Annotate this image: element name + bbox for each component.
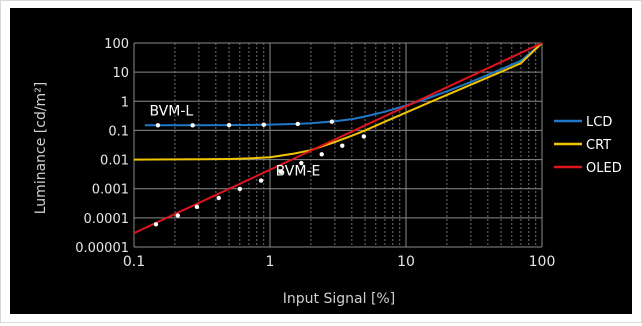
data-point — [258, 178, 264, 183]
legend-label: CRT — [586, 138, 611, 153]
data-point — [153, 222, 159, 227]
x-tick-label: 10 — [397, 254, 415, 270]
annotation-label: BVM-L — [149, 103, 193, 119]
data-point — [329, 119, 335, 124]
x-tick-label: 1 — [266, 254, 275, 270]
legend-label: LCD — [586, 115, 612, 130]
y-tick-label: 10 — [112, 66, 129, 81]
data-point — [319, 152, 324, 157]
x-axis-label: Input Signal [%] — [283, 291, 395, 307]
y-tick-label: 0.01 — [100, 154, 129, 169]
y-tick-label: 0.1 — [108, 124, 129, 139]
data-point — [278, 169, 283, 175]
chart-background — [10, 8, 632, 314]
y-axis-tick-labels: 0.00001 0.0001 0.001 0.01 0.1 1 10 100 — [75, 37, 129, 256]
y-tick-label: 1 — [121, 95, 129, 110]
data-point — [175, 213, 181, 218]
data-point — [194, 204, 200, 209]
data-point — [237, 186, 243, 192]
y-tick-label: 100 — [104, 37, 129, 52]
data-markers — [153, 119, 367, 227]
data-point — [361, 134, 367, 139]
minor-gridlines — [174, 43, 537, 247]
x-tick-label: 0.1 — [123, 254, 145, 270]
data-point — [261, 122, 266, 127]
data-point — [216, 195, 221, 201]
data-point — [295, 121, 300, 127]
y-axis-label: Luminance [cd/m²] — [33, 82, 49, 215]
data-point — [190, 123, 195, 128]
legend: LCD CRT OLED — [554, 115, 622, 176]
y-tick-label: 0.00001 — [75, 241, 129, 256]
series-line-oled — [133, 42, 543, 235]
y-tick-label: 0.001 — [92, 183, 129, 198]
major-gridlines — [133, 42, 543, 248]
data-point — [340, 143, 345, 148]
x-axis-tick-labels: 0.1 1 10 100 — [123, 254, 556, 270]
y-tick-label: 0.0001 — [84, 212, 130, 227]
annotation-label: BVM-E — [276, 164, 321, 180]
data-point — [226, 122, 232, 128]
data-point — [299, 160, 304, 166]
series-line-crt — [133, 42, 543, 161]
data-point — [155, 123, 161, 128]
chart-annotations: BVM-L BVM-E — [149, 103, 320, 179]
x-tick-label: 100 — [529, 254, 556, 270]
legend-label: OLED — [586, 161, 622, 176]
